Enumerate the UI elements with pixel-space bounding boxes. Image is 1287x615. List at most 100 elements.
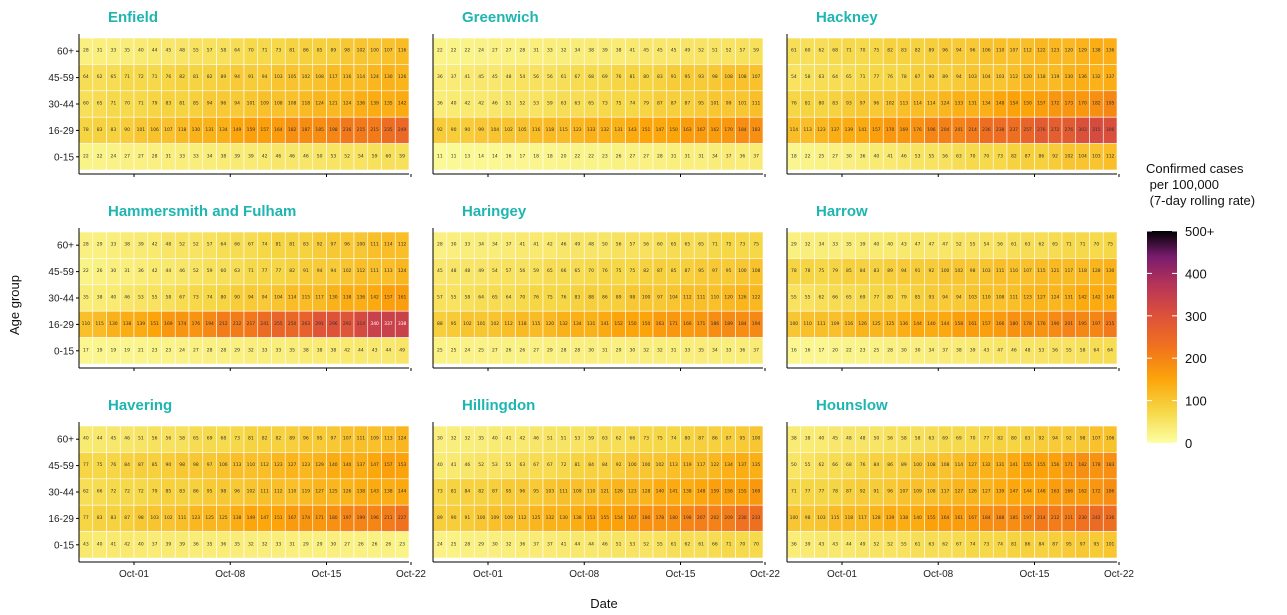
cell-value-label: 140 xyxy=(1106,295,1115,301)
cell-value-label: 113 xyxy=(803,127,812,133)
cell-value-label: 147 xyxy=(260,515,269,521)
cell-value-label: 276 xyxy=(1065,127,1074,133)
x-tick-label: Oct-08 xyxy=(923,569,953,580)
cell-value-label: 22 xyxy=(437,48,443,54)
cell-value-label: 108 xyxy=(941,462,950,468)
cell-value-label: 41 xyxy=(630,48,636,54)
y-tick-label: 60+ xyxy=(57,241,74,252)
cell-value-label: 27 xyxy=(643,153,649,159)
cell-value-label: 44 xyxy=(166,268,172,274)
cell-value-label: 154 xyxy=(614,515,623,521)
cell-value-label: 52 xyxy=(344,153,350,159)
cell-value-label: 84 xyxy=(1039,541,1045,547)
cell-value-label: 276 xyxy=(1037,127,1046,133)
cell-value-label: 100 xyxy=(642,462,651,468)
cell-value-label: 96 xyxy=(303,436,309,442)
cell-value-label: 109 xyxy=(370,436,379,442)
cell-value-label: 83 xyxy=(874,268,880,274)
cell-value-label: 45 xyxy=(832,436,838,442)
x-tick-label: Oct-01 xyxy=(473,569,503,580)
cell-value-label: 16 xyxy=(805,347,811,353)
cell-value-label: 73 xyxy=(234,436,240,442)
panel-title: Hounslow xyxy=(816,397,888,414)
cell-value-label: 87 xyxy=(915,74,921,80)
cell-value-label: 118 xyxy=(845,515,854,521)
cell-value-label: 26 xyxy=(520,347,526,353)
cell-value-label: 81 xyxy=(805,101,811,107)
cell-value-label: 315 xyxy=(1092,127,1101,133)
cell-value-label: 64 xyxy=(83,74,89,80)
cell-value-label: 65 xyxy=(846,74,852,80)
cell-value-label: 30 xyxy=(901,347,907,353)
cell-value-label: 85 xyxy=(915,295,921,301)
cell-value-label: 73 xyxy=(643,436,649,442)
cell-value-label: 171 xyxy=(315,515,324,521)
cell-value-label: 66 xyxy=(561,268,567,274)
cell-value-label: 124 xyxy=(941,101,950,107)
cell-value-label: 74 xyxy=(671,436,677,442)
cell-value-label: 40 xyxy=(138,48,144,54)
cell-value-label: 81 xyxy=(193,74,199,80)
cell-value-label: 111 xyxy=(559,489,568,495)
cell-value-label: 105 xyxy=(518,127,527,133)
cell-value-label: 36 xyxy=(138,268,144,274)
cell-value-label: 33 xyxy=(276,347,282,353)
cell-value-label: 44 xyxy=(358,347,364,353)
cell-value-label: 83 xyxy=(575,295,581,301)
cell-value-label: 89 xyxy=(929,48,935,54)
cell-value-label: 34 xyxy=(712,347,718,353)
cell-value-label: 82 xyxy=(915,48,921,54)
cell-value-label: 148 xyxy=(1037,489,1046,495)
cell-value-label: 236 xyxy=(982,127,991,133)
x-tick-label: Oct-22 xyxy=(750,569,780,580)
cell-value-label: 36 xyxy=(221,541,227,547)
cell-value-label: 56 xyxy=(547,74,553,80)
cell-value-label: 150 xyxy=(628,321,637,327)
cell-value-label: 18 xyxy=(791,153,797,159)
cell-value-label: 130 xyxy=(559,515,568,521)
cell-value-label: 98 xyxy=(970,268,976,274)
cell-value-label: 22 xyxy=(83,268,89,274)
cell-value-label: 71 xyxy=(124,74,130,80)
cell-value-label: 86 xyxy=(193,489,199,495)
cell-value-label: 40 xyxy=(138,541,144,547)
cell-value-label: 25 xyxy=(451,347,457,353)
cell-value-label: 154 xyxy=(1010,101,1019,107)
cell-value-label: 207 xyxy=(697,515,706,521)
cell-value-label: 97 xyxy=(1080,541,1086,547)
y-tick-label: 45-59 xyxy=(48,461,74,472)
cell-value-label: 136 xyxy=(357,295,366,301)
cell-value-label: 100 xyxy=(642,295,651,301)
cell-value-label: 102 xyxy=(504,127,513,133)
cell-value-label: 118 xyxy=(1078,268,1087,274)
cell-value-label: 46 xyxy=(492,101,498,107)
panel: Hackney 61 60 62 68 71 70 75 82 83 82 89 96 94 96 106 11… xyxy=(786,9,1120,177)
cell-value-label: 184 xyxy=(738,127,747,133)
cell-value-label: 52 xyxy=(520,101,526,107)
cell-value-label: 59 xyxy=(588,436,594,442)
cell-value-label: 112 xyxy=(274,489,283,495)
cell-value-label: 131 xyxy=(1065,295,1074,301)
cell-value-label: 185 xyxy=(315,127,324,133)
cell-value-label: 124 xyxy=(1051,295,1060,301)
cell-value-label: 101 xyxy=(477,321,486,327)
cell-value-label: 123 xyxy=(628,489,637,495)
cell-value-label: 94 xyxy=(331,268,337,274)
cell-value-label: 108 xyxy=(752,268,761,274)
cell-value-label: 186 xyxy=(711,321,720,327)
cell-value-label: 125 xyxy=(532,515,541,521)
cell-value-label: 81 xyxy=(289,48,295,54)
cell-value-label: 41 xyxy=(520,242,526,248)
cell-value-label: 28 xyxy=(575,347,581,353)
cell-value-label: 42 xyxy=(152,242,158,248)
cell-value-label: 197 xyxy=(1092,321,1101,327)
cell-value-label: 95 xyxy=(1094,541,1100,547)
cell-value-label: 84 xyxy=(874,462,880,468)
cell-value-label: 64 xyxy=(1107,347,1113,353)
cell-value-label: 118 xyxy=(518,321,527,327)
cell-value-label: 306 xyxy=(1106,127,1115,133)
y-tick-label: 30-44 xyxy=(48,294,74,305)
cell-value-label: 74 xyxy=(630,101,636,107)
cell-value-label: 110 xyxy=(982,295,991,301)
cell-value-label: 40 xyxy=(83,436,89,442)
